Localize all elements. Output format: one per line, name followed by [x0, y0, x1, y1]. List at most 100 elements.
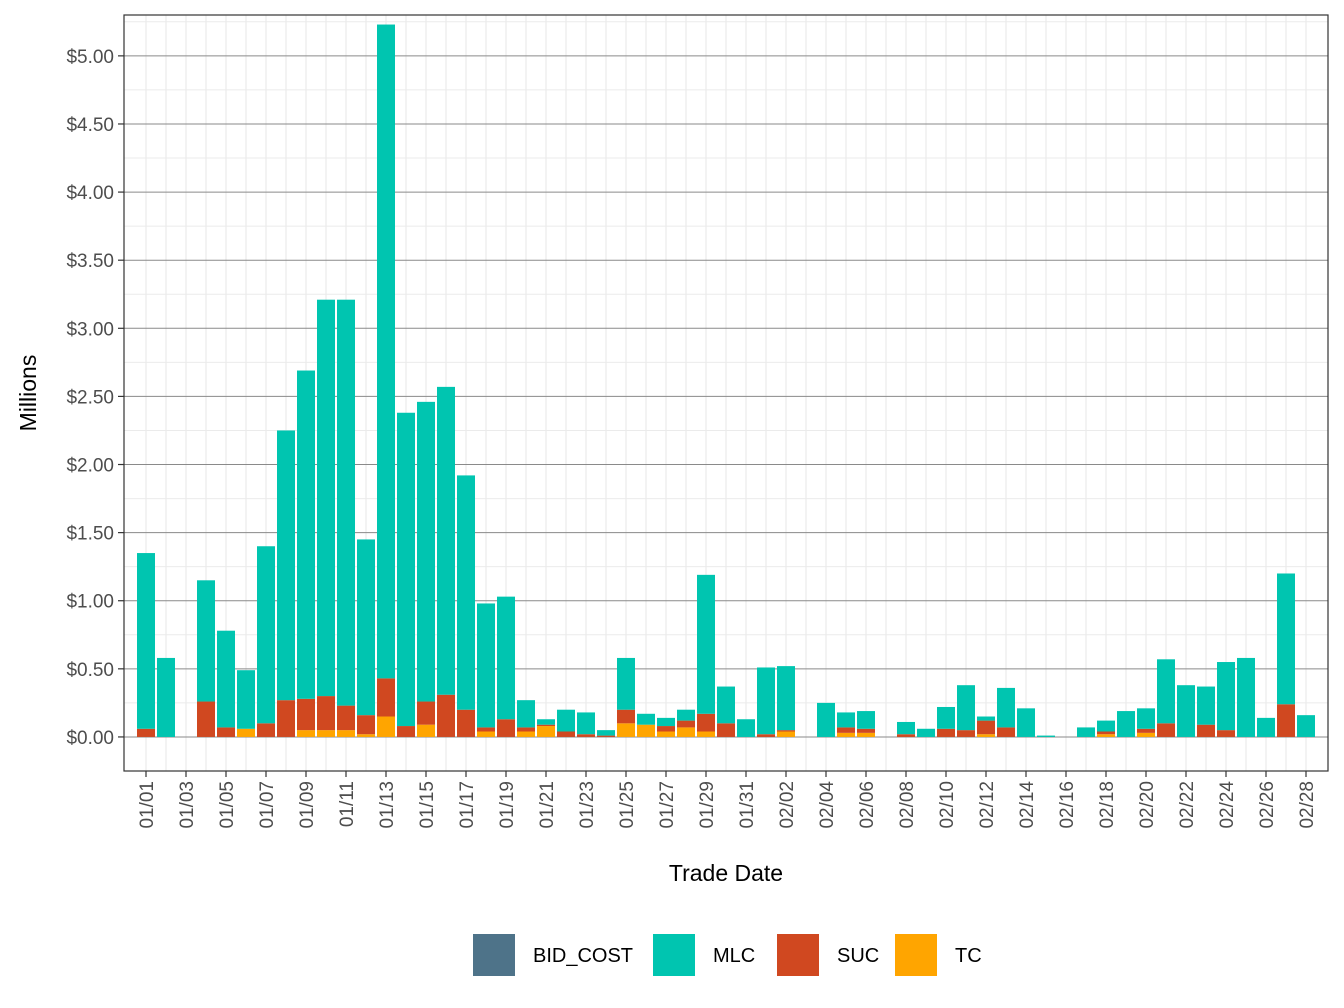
bar-suc-01-23 [577, 734, 595, 737]
bar-mlc-02-13 [997, 687, 1015, 728]
bar-tc-01-21 [537, 726, 555, 737]
bar-suc-01-21 [537, 724, 555, 727]
y-tick-label: $2.50 [66, 387, 114, 408]
bar-suc-01-12 [357, 715, 375, 735]
x-tick-label: 02/10 [937, 781, 958, 829]
bar-suc-02-24 [1217, 730, 1235, 737]
x-tick-label: 02/12 [977, 781, 998, 829]
x-tick-label: 01/01 [137, 781, 158, 829]
x-tick-label: 02/02 [777, 781, 798, 829]
bar-tc-02-12 [977, 734, 995, 737]
bar-suc-02-21 [1157, 723, 1175, 737]
x-tick-label: 02/06 [857, 781, 878, 829]
bars [137, 24, 1315, 737]
legend-label-bid_cost: BID_COST [533, 945, 633, 967]
bar-suc-01-09 [297, 698, 315, 731]
legend-key-bid_cost [473, 934, 515, 976]
bar-mlc-01-08 [277, 430, 295, 701]
bar-mlc-02-05 [837, 712, 855, 728]
bar-suc-02-01 [757, 734, 775, 737]
bar-mlc-01-09 [297, 370, 315, 699]
legend-key-tc [895, 934, 937, 976]
bar-mlc-02-06 [857, 711, 875, 729]
bar-suc-01-17 [457, 709, 475, 737]
bar-tc-01-13 [377, 716, 395, 737]
x-tick-label: 01/19 [497, 781, 518, 829]
bar-tc-02-20 [1137, 732, 1155, 737]
bar-tc-01-28 [677, 727, 695, 737]
x-tick-label: 01/29 [697, 781, 718, 829]
bar-suc-01-19 [497, 719, 515, 737]
bar-tc-01-26 [637, 724, 655, 737]
y-axis-title: Millions [15, 355, 41, 432]
x-tick-label: 02/18 [1097, 781, 1118, 829]
bar-suc-02-06 [857, 728, 875, 733]
bar-mlc-01-23 [577, 712, 595, 735]
bar-mlc-02-08 [897, 721, 915, 735]
bar-suc-01-07 [257, 723, 275, 737]
bar-suc-01-24 [597, 735, 615, 737]
bar-tc-02-06 [857, 732, 875, 737]
bar-suc-02-08 [897, 734, 915, 737]
y-tick-label: $0.50 [66, 660, 114, 681]
bar-mlc-01-14 [397, 412, 415, 727]
legend-key-suc [777, 934, 819, 976]
bar-mlc-01-02 [157, 657, 175, 737]
y-tick-label: $4.50 [66, 115, 114, 136]
bar-suc-02-23 [1197, 724, 1215, 737]
bar-mlc-01-21 [537, 719, 555, 725]
legend-label-suc: SUC [837, 945, 879, 967]
bar-tc-01-11 [337, 730, 355, 737]
bar-mlc-02-11 [957, 685, 975, 731]
x-tick-label: 02/08 [897, 781, 918, 829]
bar-mlc-01-28 [677, 709, 695, 721]
bar-suc-02-11 [957, 730, 975, 737]
y-tick-label: $0.00 [66, 728, 114, 749]
x-tick-label: 02/26 [1257, 781, 1278, 829]
x-tick-label: 02/24 [1217, 781, 1238, 829]
x-tick-label: 01/13 [377, 781, 398, 829]
bar-suc-02-12 [977, 720, 995, 735]
y-tick-label: $1.50 [66, 524, 114, 545]
bar-tc-01-15 [417, 724, 435, 737]
x-tick-label: 02/28 [1297, 781, 1318, 829]
x-tick-label: 01/17 [457, 781, 478, 829]
bar-mlc-02-28 [1297, 715, 1315, 737]
bar-suc-01-05 [217, 727, 235, 737]
bar-mlc-01-29 [697, 574, 715, 714]
y-tick-label: $5.00 [66, 47, 114, 68]
bar-mlc-01-05 [217, 630, 235, 728]
bar-suc-01-16 [437, 694, 455, 737]
plot-panel-border [123, 14, 1329, 772]
x-tick-label: 01/11 [337, 781, 358, 827]
bar-mlc-02-18 [1097, 720, 1115, 732]
bar-mlc-02-12 [977, 716, 995, 721]
bar-mlc-02-20 [1137, 708, 1155, 729]
bar-suc-02-05 [837, 727, 855, 733]
bar-suc-01-11 [337, 705, 355, 731]
bar-tc-01-29 [697, 731, 715, 737]
bar-mlc-02-27 [1277, 573, 1295, 705]
bar-tc-01-20 [517, 731, 535, 737]
bar-mlc-02-02 [777, 666, 795, 731]
bar-mlc-01-25 [617, 657, 635, 710]
x-tick-label: 02/16 [1057, 781, 1078, 829]
bar-mlc-02-23 [1197, 686, 1215, 725]
bar-mlc-01-17 [457, 475, 475, 710]
bar-suc-01-04 [197, 701, 215, 737]
bar-mlc-01-31 [737, 719, 755, 737]
bar-tc-01-09 [297, 730, 315, 737]
bar-mlc-02-17 [1077, 727, 1095, 737]
bar-suc-01-20 [517, 727, 535, 732]
bar-mlc-01-13 [377, 24, 395, 679]
bar-suc-01-01 [137, 728, 155, 737]
bar-mlc-01-11 [337, 299, 355, 706]
axes: $0.00 $0.50 $1.00 $1.50 $2.00 $2.50 $3.00 $3.50… [66, 47, 1318, 829]
bar-suc-01-28 [677, 720, 695, 728]
bar-mlc-01-24 [597, 730, 615, 736]
bar-mlc-01-06 [237, 670, 255, 729]
bar-mlc-01-16 [437, 386, 455, 695]
bar-tc-01-06 [237, 728, 255, 737]
legend-label-mlc: MLC [713, 945, 755, 967]
